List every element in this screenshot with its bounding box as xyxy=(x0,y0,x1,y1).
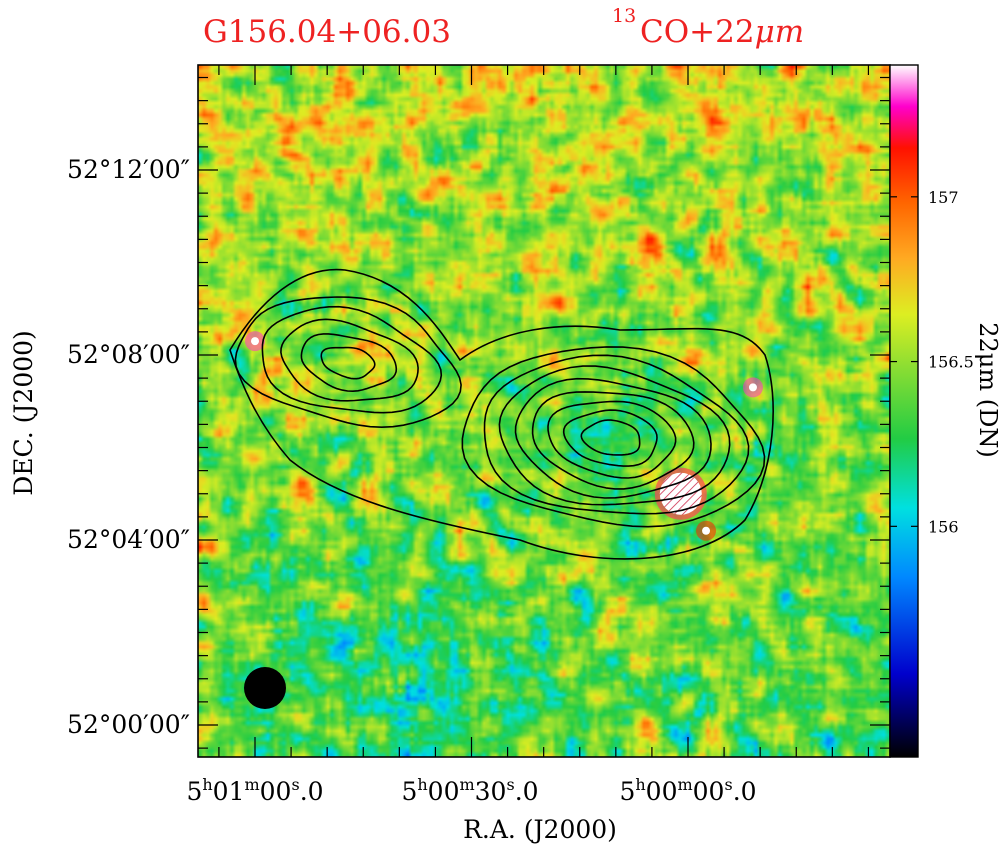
point-sources xyxy=(245,331,763,541)
contour-line xyxy=(234,296,462,428)
colorbar-label: 22μm (DN) xyxy=(974,322,1002,458)
x-tick-label: 5h01m00s.0 xyxy=(186,775,323,806)
point-source xyxy=(702,526,711,535)
x-tick-label: 5h00m00s.0 xyxy=(619,775,756,806)
y-axis-label: DEC. (J2000) xyxy=(9,330,38,496)
contour-line xyxy=(514,377,712,499)
contour-line xyxy=(461,346,766,528)
contour-line xyxy=(229,268,774,560)
contour-line xyxy=(531,391,695,490)
contour-set xyxy=(229,268,774,560)
point-source xyxy=(748,383,757,392)
saturated-source xyxy=(659,472,702,515)
contour-line xyxy=(280,318,419,402)
title-main: CO+22μm xyxy=(640,14,804,50)
heatmap-image xyxy=(198,65,890,757)
y-tick-label: 52°08′00″ xyxy=(67,340,190,369)
contour-line xyxy=(483,354,750,515)
contour-line xyxy=(261,305,443,414)
x-axis-label: R.A. (J2000) xyxy=(463,815,617,844)
chart-title-source: G156.04+06.03 xyxy=(203,14,451,50)
y-tick-label: 52°00′00″ xyxy=(67,710,190,739)
chart-title-tracer: 13 CO+22μm xyxy=(612,5,804,50)
contour-line xyxy=(498,365,731,506)
axis-ticks xyxy=(198,65,890,757)
y-tick-label: 52°12′00″ xyxy=(67,155,190,184)
x-tick-labels: 5h01m00s.0 5h00m30s.0 5h00m00s.0 xyxy=(186,775,756,806)
x-tick-label: 5h00m30s.0 xyxy=(401,775,538,806)
y-tick-label: 52°04′00″ xyxy=(67,525,190,554)
contour-line xyxy=(547,400,677,479)
colorbar-gradient xyxy=(889,64,919,758)
heatmap-raster xyxy=(198,65,890,757)
title-superscript: 13 xyxy=(612,5,636,27)
colorbar-ticks: 157 156.5 156 xyxy=(890,188,974,536)
beam-marker xyxy=(244,667,286,709)
colorbar: 157 156.5 156 22μm (DN) xyxy=(889,64,1002,758)
contour-line xyxy=(320,346,376,380)
contour-line xyxy=(562,409,658,467)
contour-line xyxy=(580,419,641,456)
colorbar-tick-label: 156.5 xyxy=(928,353,974,372)
colorbar-tick-label: 157 xyxy=(928,188,959,207)
point-source xyxy=(251,337,259,346)
y-tick-labels: 52°12′00″ 52°08′00″ 52°04′00″ 52°00′00″ xyxy=(67,155,190,739)
contour-line xyxy=(300,333,398,392)
colorbar-tick-label: 156 xyxy=(928,517,959,536)
